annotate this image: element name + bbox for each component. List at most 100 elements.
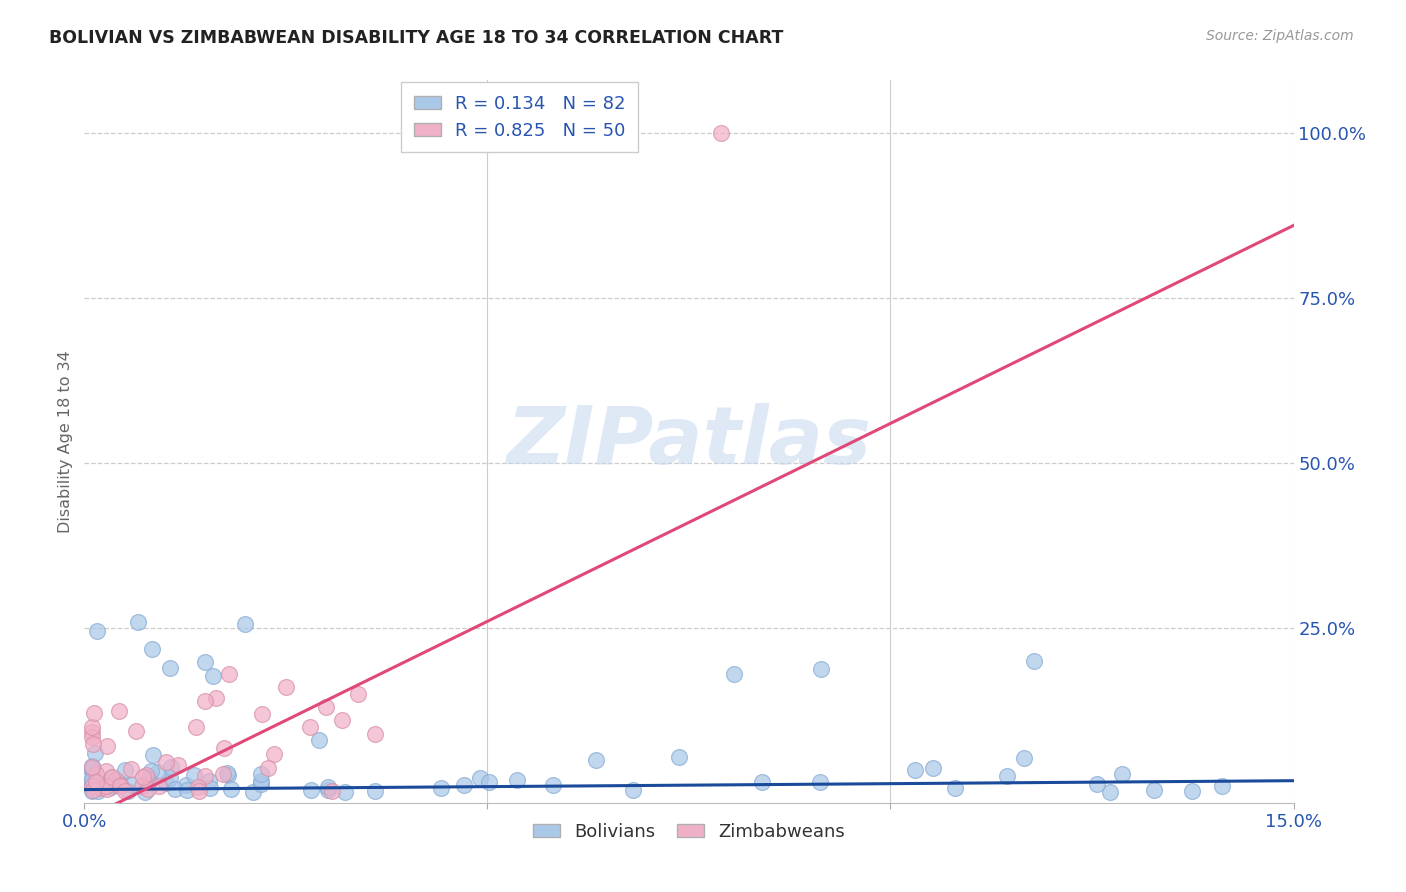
Point (132, 770, 155, 784)
Point (135, 768, 157, 782)
Point (176, 783, 198, 797)
Point (138, 770, 160, 784)
Point (194, 693, 217, 707)
Point (87, 784, 110, 798)
Point (82, 778, 104, 792)
Point (478, 775, 501, 789)
Point (810, 662, 832, 676)
Point (117, 784, 139, 798)
Point (242, 785, 264, 799)
Point (86, 779, 108, 793)
Point (160, 760, 183, 774)
Point (250, 706, 273, 721)
Point (82, 720, 104, 734)
Point (315, 700, 337, 714)
Point (82, 777, 104, 791)
Point (233, 616, 256, 631)
Point (668, 749, 690, 764)
Point (1024, 654, 1046, 668)
Point (114, 784, 136, 798)
Point (131, 779, 153, 793)
Point (187, 780, 209, 794)
Point (146, 765, 169, 780)
Point (212, 740, 235, 755)
Point (82, 737, 104, 751)
Point (84, 767, 107, 781)
Point (218, 667, 240, 681)
Point (136, 782, 159, 797)
Point (142, 747, 165, 762)
Point (215, 765, 238, 780)
Point (84, 774, 107, 789)
Point (1181, 783, 1204, 797)
Point (585, 753, 607, 767)
Point (120, 763, 142, 777)
Point (904, 763, 927, 777)
Point (155, 776, 177, 790)
Point (105, 772, 128, 787)
Point (96, 739, 118, 754)
Point (107, 704, 129, 718)
Point (723, 667, 745, 681)
Point (114, 763, 136, 777)
Point (468, 771, 491, 785)
Point (430, 780, 453, 795)
Point (134, 785, 156, 799)
Point (205, 691, 228, 706)
Point (921, 761, 943, 775)
Point (299, 720, 322, 734)
Point (82, 779, 104, 793)
Point (82, 784, 104, 798)
Point (1211, 780, 1233, 794)
Point (543, 778, 565, 792)
Point (127, 615, 149, 629)
Point (155, 755, 177, 769)
Text: Source: ZipAtlas.com: Source: ZipAtlas.com (1206, 29, 1354, 43)
Point (330, 714, 353, 728)
Point (943, 780, 966, 795)
Point (198, 773, 221, 788)
Point (321, 783, 343, 797)
Point (110, 779, 132, 793)
Point (1099, 785, 1122, 799)
Point (1143, 782, 1166, 797)
Point (165, 781, 187, 796)
Point (96, 779, 118, 793)
Point (148, 779, 170, 793)
Point (257, 761, 280, 775)
Point (136, 772, 159, 787)
Point (89, 780, 111, 795)
Point (335, 785, 357, 799)
Point (250, 777, 273, 791)
Point (94, 764, 117, 779)
Point (82, 772, 104, 786)
Point (84, 778, 107, 792)
Text: BOLIVIAN VS ZIMBABWEAN DISABILITY AGE 18 TO 34 CORRELATION CHART: BOLIVIAN VS ZIMBABWEAN DISABILITY AGE 18… (49, 29, 783, 46)
Point (159, 771, 181, 785)
Point (710, 126, 733, 140)
Point (506, 773, 529, 788)
Point (90, 779, 112, 793)
Point (83, 706, 105, 720)
Point (83, 746, 105, 760)
Point (194, 655, 217, 669)
Point (217, 768, 239, 782)
Point (201, 669, 224, 683)
Point (91, 780, 114, 795)
Text: ZIPatlas: ZIPatlas (506, 402, 872, 481)
Point (249, 773, 271, 788)
Point (198, 781, 221, 796)
Point (1012, 751, 1035, 765)
Point (101, 777, 124, 791)
Point (82, 759, 104, 773)
Point (82, 762, 104, 776)
Point (183, 768, 205, 782)
Point (101, 770, 124, 784)
Point (453, 778, 475, 792)
Y-axis label: Disability Age 18 to 34: Disability Age 18 to 34 (58, 351, 73, 533)
Point (250, 767, 273, 781)
Point (101, 771, 124, 785)
Point (108, 776, 131, 790)
Point (176, 778, 198, 792)
Point (188, 783, 211, 797)
